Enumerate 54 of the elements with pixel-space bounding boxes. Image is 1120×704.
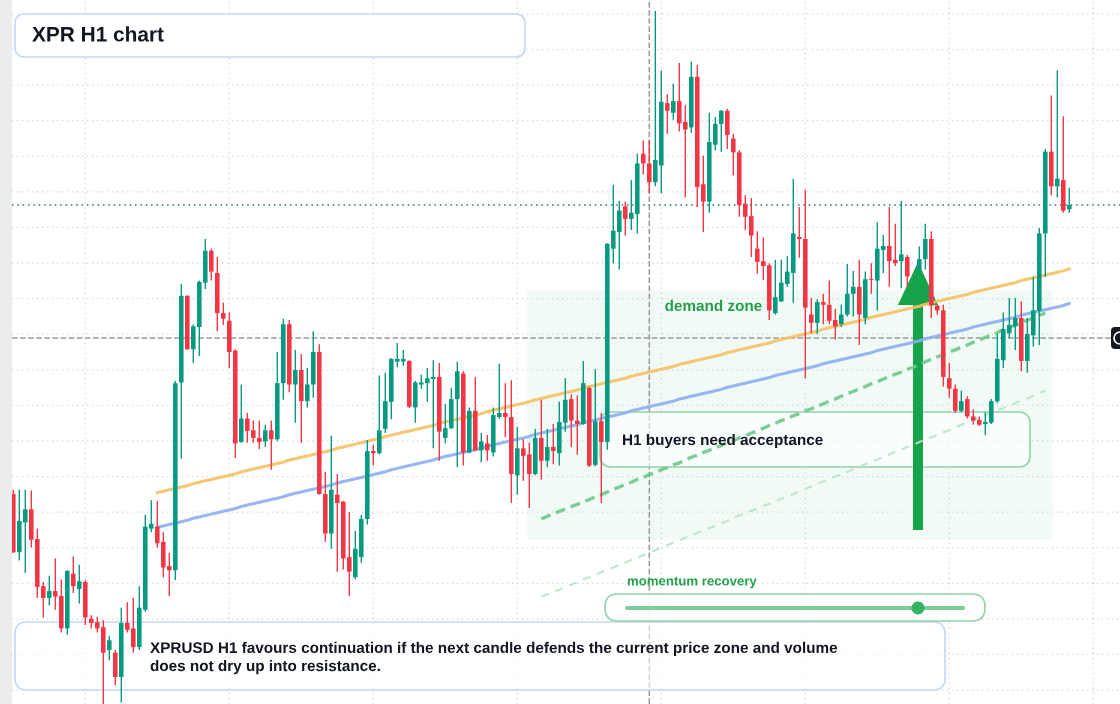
candlestick	[923, 223, 928, 271]
candlestick	[1055, 69, 1060, 199]
candlestick	[575, 394, 580, 456]
candlestick	[845, 263, 850, 318]
candlestick	[479, 432, 484, 463]
candlestick	[821, 293, 826, 325]
annotation: H1 buyers need acceptance	[623, 433, 823, 449]
candlestick	[443, 403, 448, 445]
candlestick	[917, 245, 922, 276]
candlestick	[47, 575, 52, 607]
candlestick	[257, 419, 262, 450]
candlestick	[551, 423, 556, 465]
annotation: momentum recovery	[627, 576, 757, 589]
candlestick	[899, 200, 904, 289]
candlestick	[719, 109, 724, 153]
candlestick	[623, 200, 628, 237]
text: XPR H1 chart	[32, 26, 164, 42]
candlestick	[965, 395, 970, 420]
candlestick	[371, 444, 376, 467]
candlestick	[71, 555, 76, 594]
candlestick	[869, 262, 874, 295]
candlestick	[221, 302, 226, 326]
candlestick	[647, 139, 652, 194]
candlestick	[839, 304, 844, 328]
candlestick	[797, 206, 802, 259]
candlestick	[107, 635, 112, 662]
candlestick	[263, 424, 268, 448]
candlestick	[671, 83, 676, 121]
candlestick	[665, 93, 670, 135]
candlestick	[239, 383, 244, 444]
candlestick	[809, 297, 814, 334]
candlestick	[815, 298, 820, 335]
candlestick	[377, 374, 382, 456]
candlestick	[545, 428, 550, 468]
annotation: XPRUSD H1 favours continuation if the next candle defends the current price zone and volume does not dry up into resistance.	[150, 641, 838, 675]
candlestick	[599, 412, 604, 504]
candlestick	[905, 254, 910, 288]
candlestick	[947, 362, 952, 399]
candlestick	[641, 139, 646, 176]
candlestick	[305, 367, 310, 409]
candlestick	[851, 270, 856, 318]
candlestick	[209, 248, 214, 282]
candlestick	[293, 349, 298, 424]
candlestick	[569, 393, 574, 448]
candlestick	[269, 419, 274, 471]
candlestick	[485, 434, 490, 462]
candlestick	[959, 390, 964, 413]
candlestick	[503, 382, 508, 438]
band-label: demand zone	[665, 299, 762, 312]
candlestick	[77, 564, 82, 605]
candlestick	[539, 399, 544, 481]
candlestick	[953, 383, 958, 414]
candlestick	[731, 132, 736, 176]
candlestick	[1067, 187, 1072, 214]
